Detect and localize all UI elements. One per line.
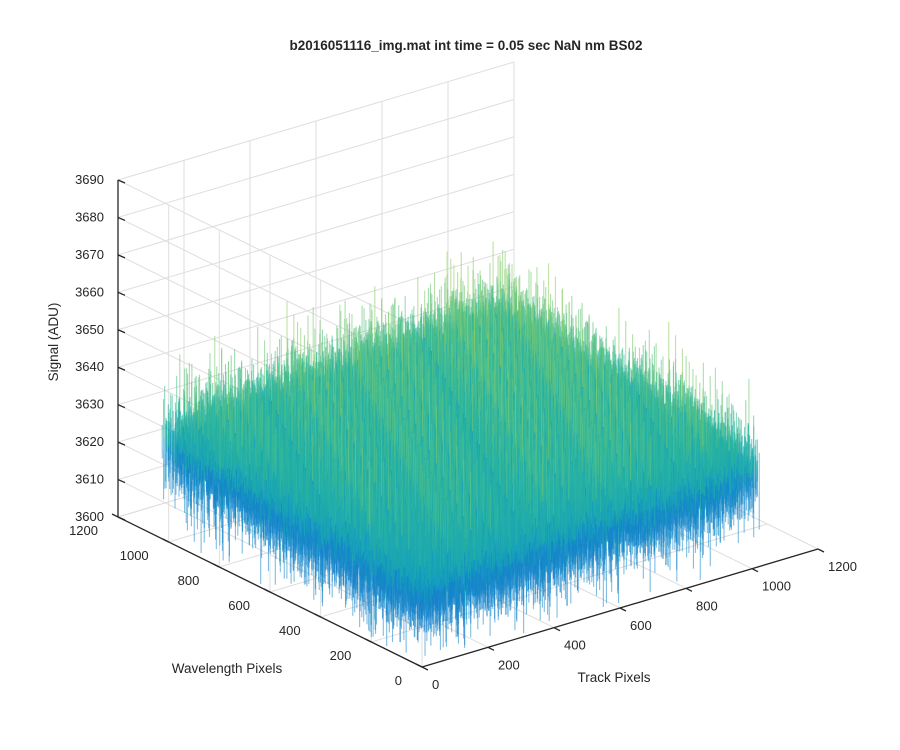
surface-plot: 0200400600800100012000200400600800100012… [0, 0, 900, 750]
